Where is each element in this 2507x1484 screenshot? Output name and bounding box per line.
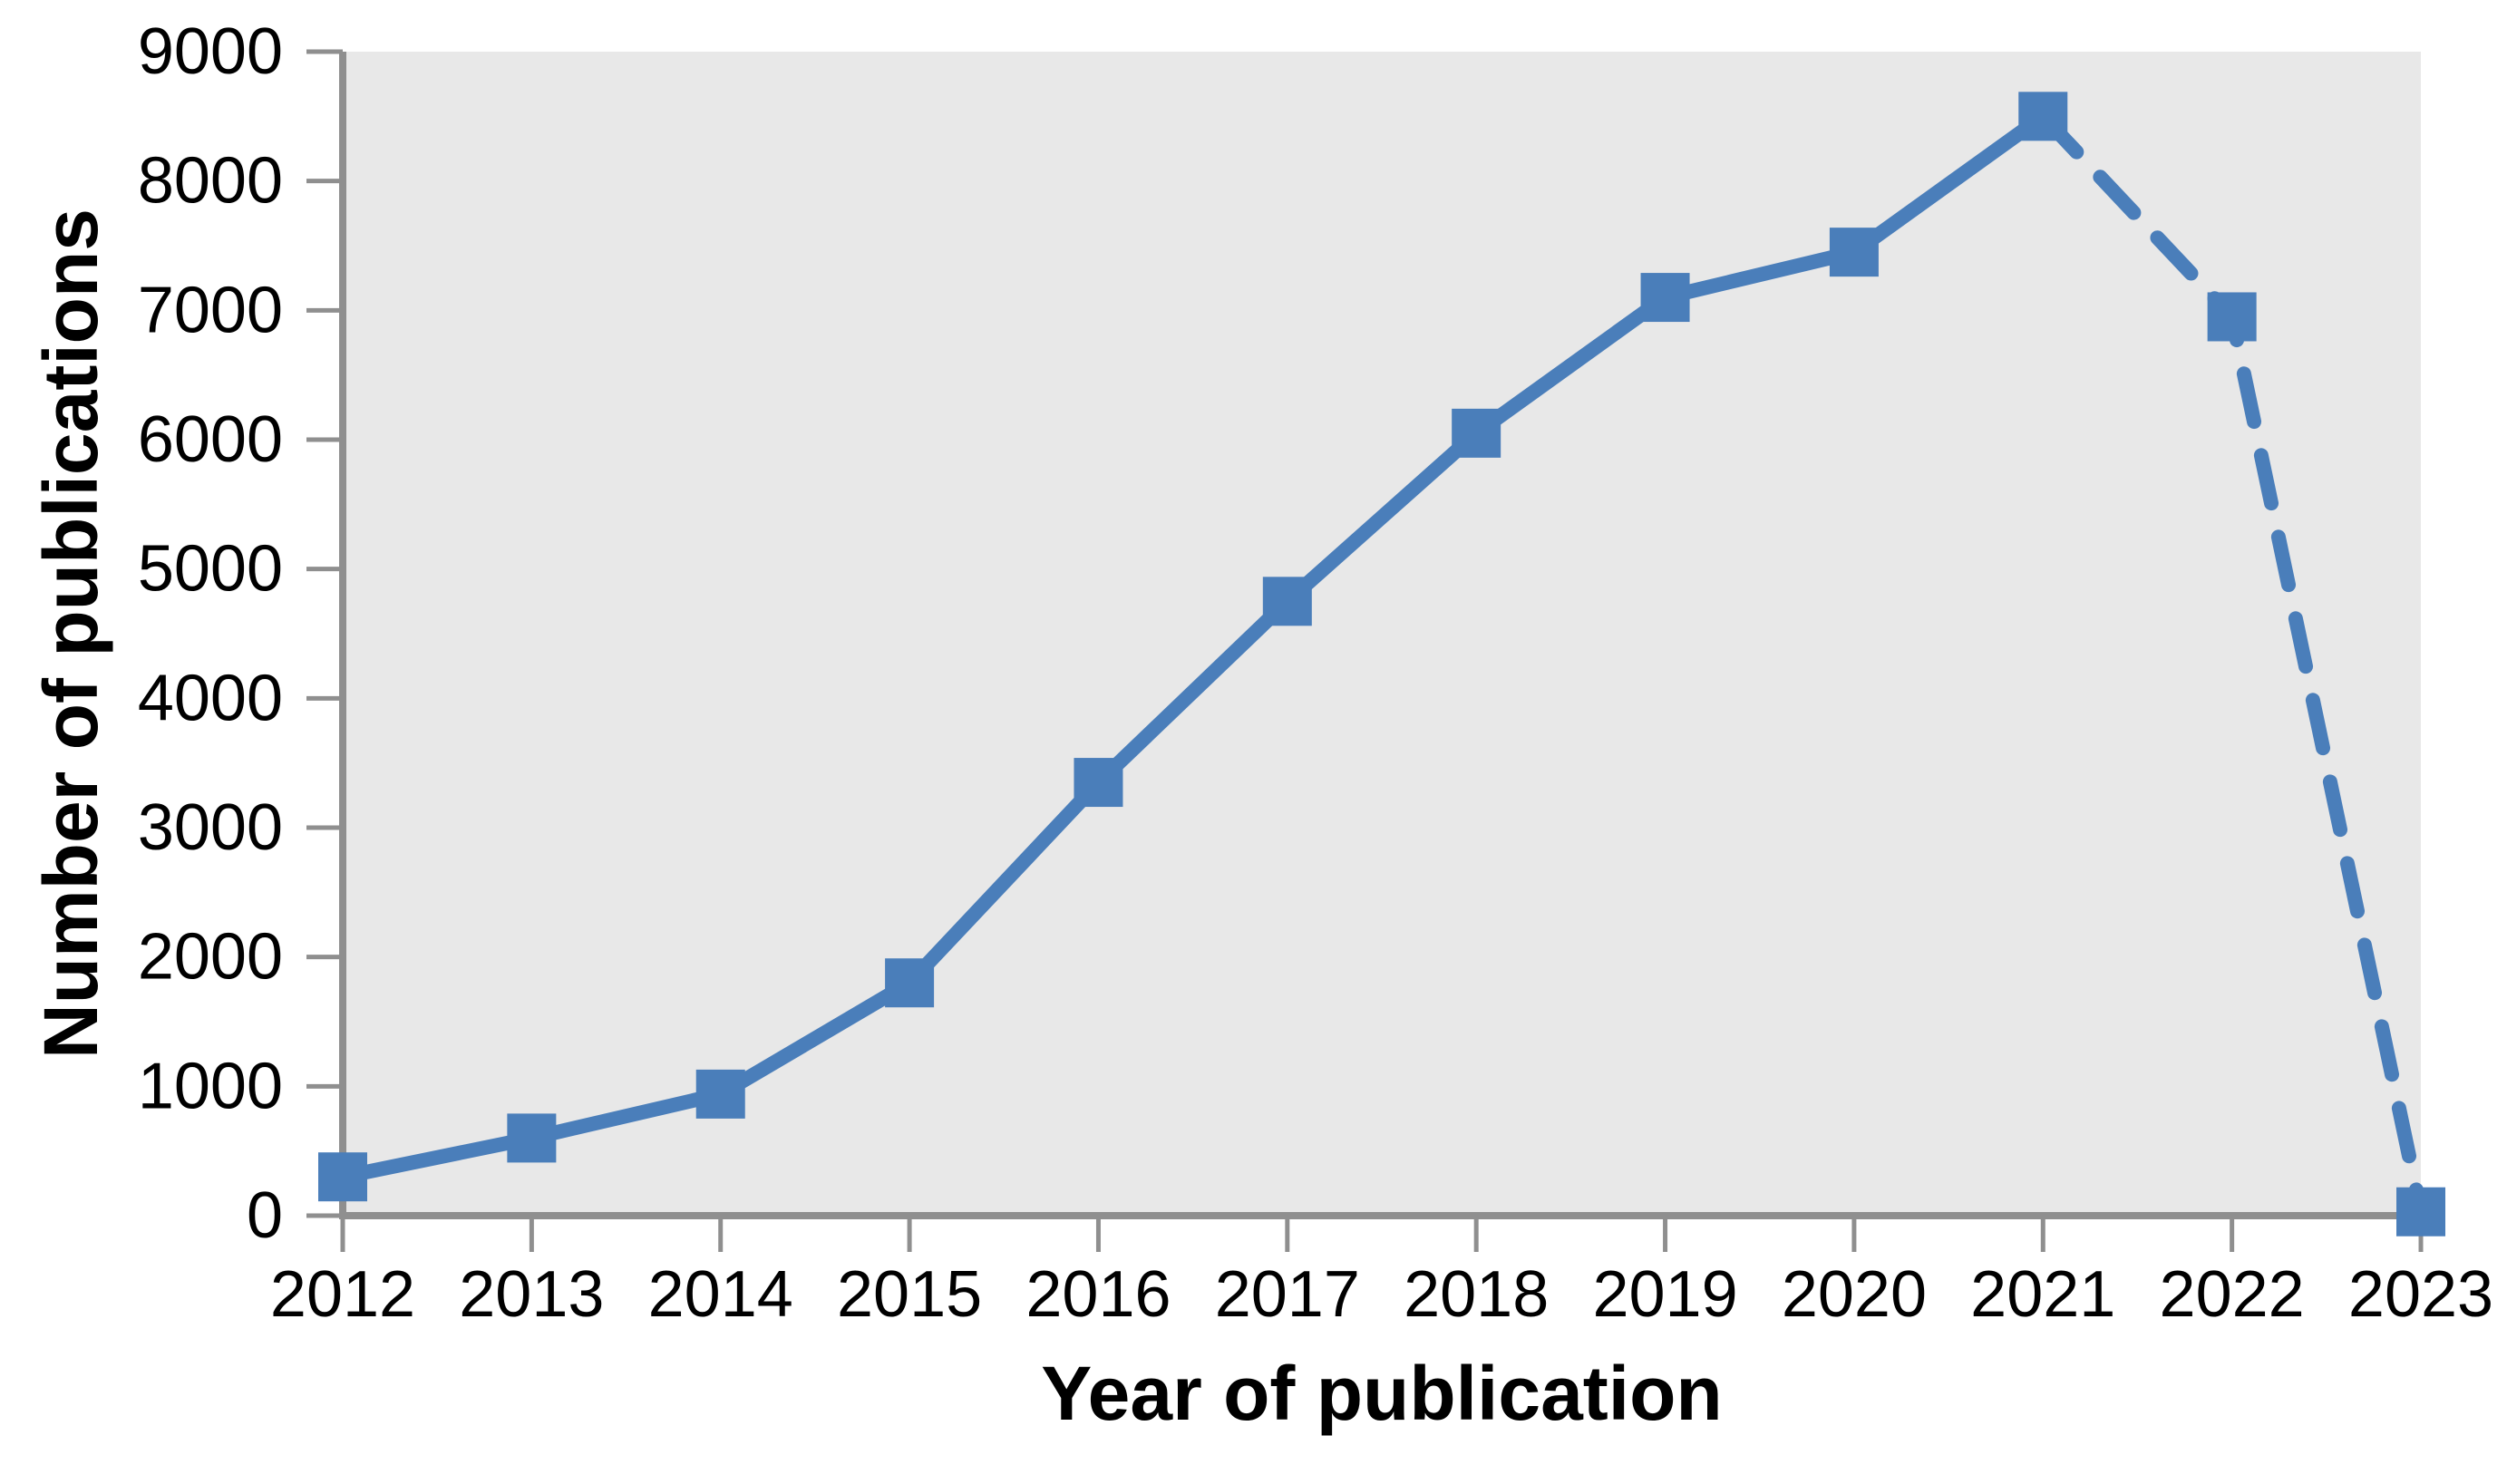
y-tick-label: 1000 (138, 1050, 283, 1122)
data-point-2020 (1829, 228, 1879, 277)
x-tick-label: 2020 (1782, 1258, 1927, 1331)
x-tick-label: 2022 (2160, 1258, 2305, 1331)
y-axis-title: Number of publications (28, 209, 113, 1059)
y-tick-label: 9000 (138, 15, 283, 88)
x-tick-label: 2015 (837, 1258, 982, 1331)
x-axis-title: Year of publication (1041, 1351, 1722, 1436)
data-point-2014 (695, 1069, 745, 1119)
x-tick-label: 2019 (1592, 1258, 1737, 1331)
y-tick-label: 6000 (138, 403, 283, 476)
y-tick-label: 0 (247, 1179, 283, 1252)
data-point-2019 (1640, 273, 1690, 323)
y-tick-label: 8000 (138, 145, 283, 218)
y-tick-label: 3000 (138, 791, 283, 864)
x-tick-label: 2021 (1970, 1258, 2115, 1331)
data-point-2018 (1452, 408, 1501, 458)
x-tick-label: 2023 (2348, 1258, 2493, 1331)
y-tick-label: 5000 (138, 533, 283, 606)
x-tick-label: 2013 (459, 1258, 604, 1331)
x-tick-label: 2014 (648, 1258, 793, 1331)
x-tick-label: 2018 (1404, 1258, 1549, 1331)
data-point-2017 (1262, 577, 1312, 626)
data-point-2013 (507, 1113, 557, 1163)
data-point-2015 (885, 958, 935, 1008)
data-line-solid (341, 110, 2047, 1185)
plot-area (346, 52, 2421, 1216)
data-point-2023 (2396, 1187, 2445, 1237)
y-tick-label: 7000 (138, 274, 283, 346)
x-tick-label: 2016 (1025, 1258, 1171, 1331)
x-tick-label: 2017 (1215, 1258, 1360, 1331)
y-tick-label: 4000 (138, 662, 283, 734)
data-point-2016 (1074, 758, 1123, 808)
x-tick-label: 2012 (270, 1258, 415, 1331)
data-point-2022 (2207, 292, 2257, 342)
y-tick-label: 2000 (138, 921, 283, 994)
data-point-2021 (2018, 92, 2068, 141)
data-point-2012 (318, 1152, 367, 1202)
